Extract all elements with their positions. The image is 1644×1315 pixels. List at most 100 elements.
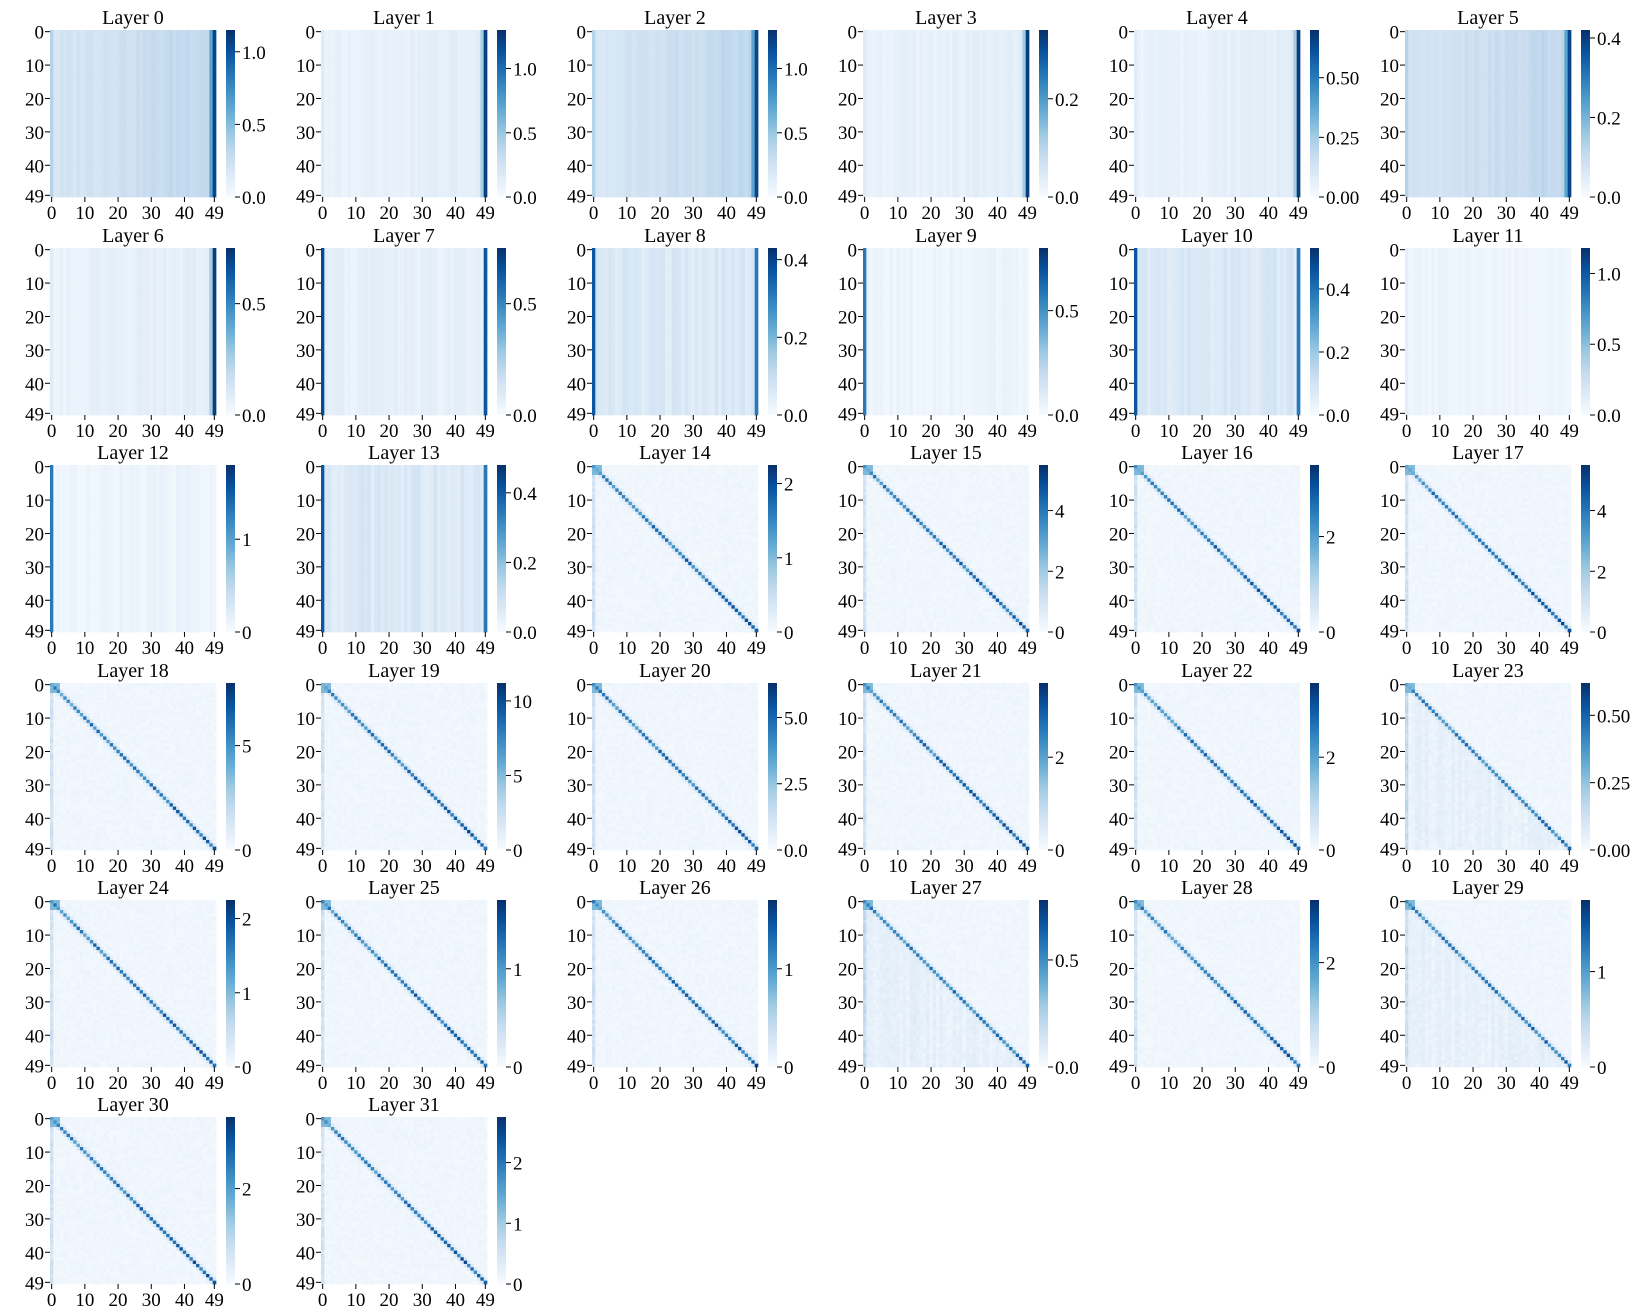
heatmap-cell [50,137,54,141]
heatmap-cell [73,130,77,134]
heatmap-cell [63,107,67,111]
heatmap-cell [156,97,160,101]
heatmap-cell [106,93,110,97]
heatmap-cell [67,67,71,71]
heatmap-cell [113,137,117,141]
heatmap-cell [63,43,67,47]
heatmap-cell [70,60,74,64]
heatmap-cell [77,57,81,61]
heatmap-cell [53,60,57,64]
heatmap-cell [166,83,170,87]
heatmap-cell [140,50,144,54]
heatmap-cell [163,140,167,144]
heatmap-cell [189,107,193,111]
heatmap-cell [186,140,190,144]
heatmap-cell [199,47,203,51]
heatmap-cell [103,110,107,114]
heatmap-cell [136,147,140,151]
heatmap-cell [67,70,71,74]
heatmap-cell [96,60,100,64]
heatmap-cell [67,77,71,81]
heatmap-cell [153,147,157,151]
heatmap-cell [50,127,54,131]
heatmap-cell [150,83,154,87]
heatmap-cell [67,137,71,141]
heatmap-cell [186,150,190,154]
heatmap-cell [170,33,174,37]
heatmap-cell [126,160,130,164]
heatmap-cell [120,47,124,51]
heatmap-cell [73,120,77,124]
heatmap-cell [183,107,187,111]
heatmap-cell [213,144,217,148]
heatmap-cell [206,73,210,77]
heatmap-cell [67,160,71,164]
heatmap-cell [103,77,107,81]
heatmap-cell [196,40,200,44]
heatmap-cell [123,47,127,51]
heatmap-cell [150,77,154,81]
heatmap-cell [50,140,54,144]
heatmap-cell [83,53,87,57]
heatmap-cell [213,147,217,151]
heatmap-cell [156,77,160,81]
heatmap-cell [166,40,170,44]
heatmap-cell [57,60,61,64]
heatmap-cell [106,97,110,101]
heatmap-cell [120,43,124,47]
heatmap-cell [166,164,170,168]
heatmap-cell [183,70,187,74]
heatmap-cell [179,77,183,81]
heatmap-cell [173,60,177,64]
heatmap-cell [116,127,120,131]
heatmap-cell [70,43,74,47]
heatmap-cell [199,93,203,97]
heatmap-cell [67,117,71,121]
heatmap-cell [160,160,164,164]
heatmap-cell [196,30,200,34]
heatmap-cell [146,114,150,118]
heatmap-cell [103,83,107,87]
heatmap-cell [57,30,61,34]
heatmap-cell [53,70,57,74]
heatmap-cell [100,157,104,161]
heatmap-cell [193,80,197,84]
heatmap-cell [173,57,177,61]
heatmap-cell [60,103,64,107]
heatmap-cell [123,164,127,168]
heatmap-cell [206,144,210,148]
heatmap-cell [183,160,187,164]
heatmap-cell [160,90,164,94]
heatmap-cell [67,103,71,107]
heatmap-cell [116,100,120,104]
heatmap-cell [133,164,137,168]
heatmap-cell [96,63,100,67]
heatmap-cell [116,77,120,81]
heatmap-cell [106,67,110,71]
heatmap-cell [133,57,137,61]
heatmap-cell [179,70,183,74]
heatmap-cell [73,93,77,97]
heatmap-cell [67,57,71,61]
heatmap-cell [189,73,193,77]
heatmap-cell [203,90,207,94]
heatmap-cell [189,147,193,151]
heatmap-cell [176,100,180,104]
heatmap-cell [70,164,74,168]
heatmap-cell [113,120,117,124]
heatmap-cell [193,40,197,44]
heatmap-cell [166,110,170,114]
heatmap-cell [77,63,81,67]
heatmap-cell [77,160,81,164]
heatmap-cell [163,73,167,77]
heatmap-cell [103,73,107,77]
heatmap-cell [156,57,160,61]
heatmap-cell [199,37,203,41]
heatmap-cell [87,87,91,91]
heatmap-cell [77,43,81,47]
heatmap-cell [100,40,104,44]
heatmap-cell [96,150,100,154]
heatmap-cell [110,144,114,148]
heatmap-cell [110,33,114,37]
heatmap-cell [53,67,57,71]
